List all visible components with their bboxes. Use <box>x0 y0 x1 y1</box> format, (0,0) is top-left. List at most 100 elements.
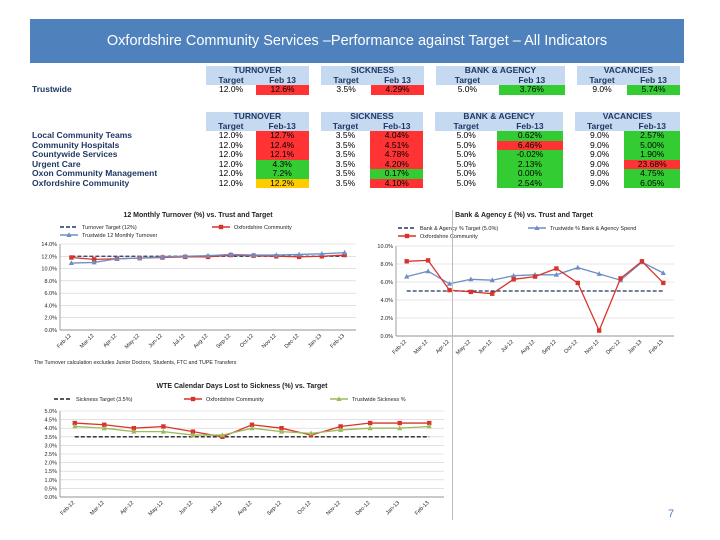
table-cell: 5.0% <box>435 168 497 179</box>
y-tick-label: 8.0% <box>380 262 393 268</box>
data-point <box>131 426 137 431</box>
table-cell: 5.74% <box>627 84 680 95</box>
data-point <box>618 276 623 281</box>
table2-sub-target: Target <box>206 121 256 131</box>
data-point <box>425 258 431 263</box>
data-point <box>296 254 302 260</box>
table-cell: 3.5% <box>320 130 371 141</box>
table1-gap <box>309 66 321 76</box>
table1-gap <box>309 76 321 86</box>
data-point <box>219 432 226 438</box>
table1-sub-target: Target <box>206 75 257 85</box>
data-point <box>131 428 137 434</box>
table2-group-vacancies: VACANCIES <box>574 111 680 122</box>
table2-gap <box>563 122 575 132</box>
turnover-chart: 12 Monthly Turnover (%) vs. Trust and Ta… <box>34 212 356 366</box>
data-point <box>137 255 143 261</box>
table1-gap <box>565 76 577 86</box>
y-tick-label: 0.0% <box>44 328 57 334</box>
x-tick-label: Jul-12 <box>172 333 187 348</box>
x-tick-label: May-12 <box>124 333 141 350</box>
series-line <box>406 259 664 333</box>
y-tick-label: 4.0% <box>44 303 57 309</box>
sickness-chart: WTE Calendar Days Lost to Sickness (%) v… <box>44 383 444 517</box>
table2-gap <box>309 122 321 132</box>
data-point <box>447 287 452 293</box>
table-row: Community Hospitals 12.0% 12.4% 3.5% 4.51% 5.… <box>30 140 680 151</box>
table-cell: 12.0% <box>206 178 256 188</box>
table-cell: 4.75% <box>624 168 680 179</box>
table1-sub-target: Target <box>436 75 499 85</box>
table2-group-turnover: TURNOVER <box>206 111 309 122</box>
row-label: Urgent Care <box>32 158 81 169</box>
data-point <box>511 277 516 282</box>
column-gap <box>423 169 435 179</box>
table-cell: -0.02% <box>496 149 563 160</box>
table-cell: 9.0% <box>574 159 625 169</box>
table-cell: 4.04% <box>370 130 424 141</box>
column-gap <box>423 150 435 160</box>
data-point <box>91 259 97 265</box>
y-tick-label: 12.0% <box>41 254 57 260</box>
data-point <box>367 425 373 431</box>
row-label: Countywide Services <box>32 149 118 159</box>
table-cell: 5.00% <box>624 140 680 150</box>
table1-group-row: TURNOVER SICKNESS BANK & AGENCY VACANCIE… <box>30 65 680 76</box>
x-tick-label: Sep-12 <box>541 339 558 356</box>
legend-label: Trustwide Sickness % <box>352 397 406 403</box>
x-tick-label: Aug-12 <box>520 339 537 356</box>
data-point <box>72 423 78 429</box>
data-point <box>66 232 72 237</box>
table-cell: 4.29% <box>371 84 424 95</box>
table2-gap <box>423 112 435 122</box>
table-cell: 6.46% <box>496 140 563 150</box>
data-point <box>338 427 344 432</box>
table2-sub-month: Feb-13 <box>624 121 680 131</box>
legend-label: Sickness Target (3.5%) <box>76 397 133 403</box>
data-point <box>308 430 314 436</box>
data-point <box>554 266 559 271</box>
table-cell: 4.51% <box>370 140 424 150</box>
table-cell: 2.13% <box>496 159 563 169</box>
row-label: Local Community Teams <box>32 130 132 140</box>
table-cell: 3.76% <box>498 84 565 95</box>
y-tick-label: 3.5% <box>44 435 57 441</box>
row-label: Oxon Community Management <box>32 168 158 178</box>
data-point <box>342 249 348 255</box>
y-tick-label: 1.0% <box>44 478 57 484</box>
column-gap <box>563 169 575 179</box>
x-tick-label: Jul-12 <box>500 339 515 354</box>
y-tick-label: 5.0% <box>44 409 57 415</box>
slide-title: Oxfordshire Community Services –Performa… <box>106 33 608 49</box>
table-row: Oxon Community Management 12.0% 7.2% 3.5% 0.… <box>30 168 680 179</box>
y-tick-label: 8.0% <box>44 279 57 285</box>
data-point <box>660 270 666 275</box>
column-gap <box>309 141 321 151</box>
table-cell: 3.5% <box>320 149 371 160</box>
column-gap <box>563 179 575 189</box>
data-point <box>249 425 255 431</box>
x-tick-label: Apr-12 <box>119 500 135 516</box>
y-tick-label: 6.0% <box>44 291 57 297</box>
x-tick-label: Jan-13 <box>307 333 323 349</box>
data-point <box>338 424 343 429</box>
data-point <box>161 424 166 429</box>
column-gap <box>423 141 435 151</box>
table-cell: 12.0% <box>206 140 256 150</box>
x-tick-label: Mar-12 <box>89 500 106 517</box>
table-row: Trustwide 12.0% 12.6% 3.5% 4.29% 5.0% 3.76% 9.0… <box>30 84 680 95</box>
data-point <box>490 291 495 296</box>
column-gap <box>563 131 575 141</box>
x-tick-label: Dec-12 <box>284 333 301 350</box>
column-gap <box>309 131 321 141</box>
x-tick-label: Feb-13 <box>414 500 431 517</box>
y-tick-label: 2.5% <box>44 452 57 458</box>
data-point <box>160 428 166 434</box>
data-point <box>425 268 431 274</box>
table2-group-row: TURNOVER SICKNESS BANK & AGENCY VACANCIE… <box>30 111 680 122</box>
table-cell: 12.0% <box>206 168 256 179</box>
y-tick-label: 0.0% <box>380 334 393 340</box>
table-row: Urgent Care 12.0% 4.3% 3.5% 4.20% 5.0% 2.13% 9.… <box>30 158 680 169</box>
table-cell: 12.7% <box>255 130 309 141</box>
table2-sub-target: Target <box>574 121 625 131</box>
